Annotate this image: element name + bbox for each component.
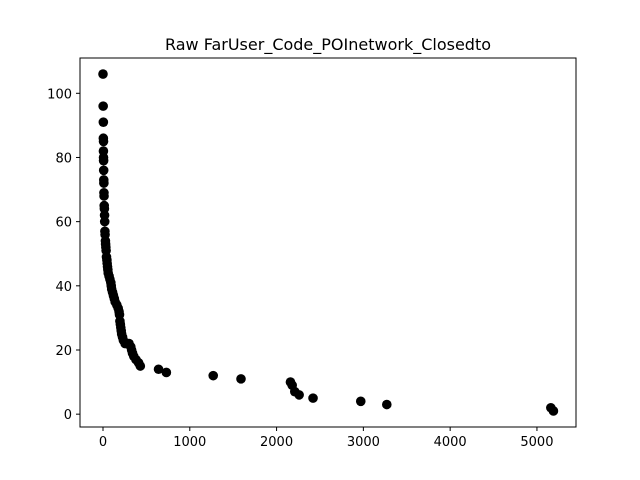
x-tick-label: 0 xyxy=(99,435,107,450)
y-tick-label: 20 xyxy=(55,344,72,359)
data-point xyxy=(135,361,146,371)
x-tick-label: 5000 xyxy=(520,435,553,450)
data-point xyxy=(308,393,318,403)
y-tick-label: 60 xyxy=(55,216,72,231)
plot-area: 0 1000 2000 3000 4000 5000 0 20 40 60 80 100 xyxy=(47,57,577,450)
x-tick-label: 3000 xyxy=(347,435,380,450)
data-point xyxy=(236,374,246,384)
y-tick-label: 80 xyxy=(55,151,72,166)
plot-frame xyxy=(79,57,577,428)
data-point xyxy=(98,101,108,111)
data-point xyxy=(161,367,172,378)
data-point xyxy=(98,69,108,79)
data-point xyxy=(98,165,109,176)
x-tick-label: 4000 xyxy=(434,435,467,450)
data-point xyxy=(208,370,219,381)
data-point xyxy=(99,191,109,201)
x-tick-label: 1000 xyxy=(173,435,206,450)
data-point xyxy=(99,216,110,227)
data-point xyxy=(548,406,559,416)
data-point xyxy=(98,117,109,127)
data-point xyxy=(153,364,164,375)
x-tick-label: 2000 xyxy=(260,435,293,450)
y-tick-label: 0 xyxy=(64,408,72,423)
data-point xyxy=(355,396,366,407)
data-point xyxy=(98,155,109,166)
y-tick-label: 40 xyxy=(55,280,72,295)
data-point xyxy=(294,390,304,400)
data-point xyxy=(381,399,392,410)
y-tick-label: 100 xyxy=(47,87,72,102)
data-point xyxy=(98,136,109,147)
data-point xyxy=(99,178,109,188)
chart-title: Raw FarUser_Code_POInetwork_Closedto xyxy=(165,35,491,55)
